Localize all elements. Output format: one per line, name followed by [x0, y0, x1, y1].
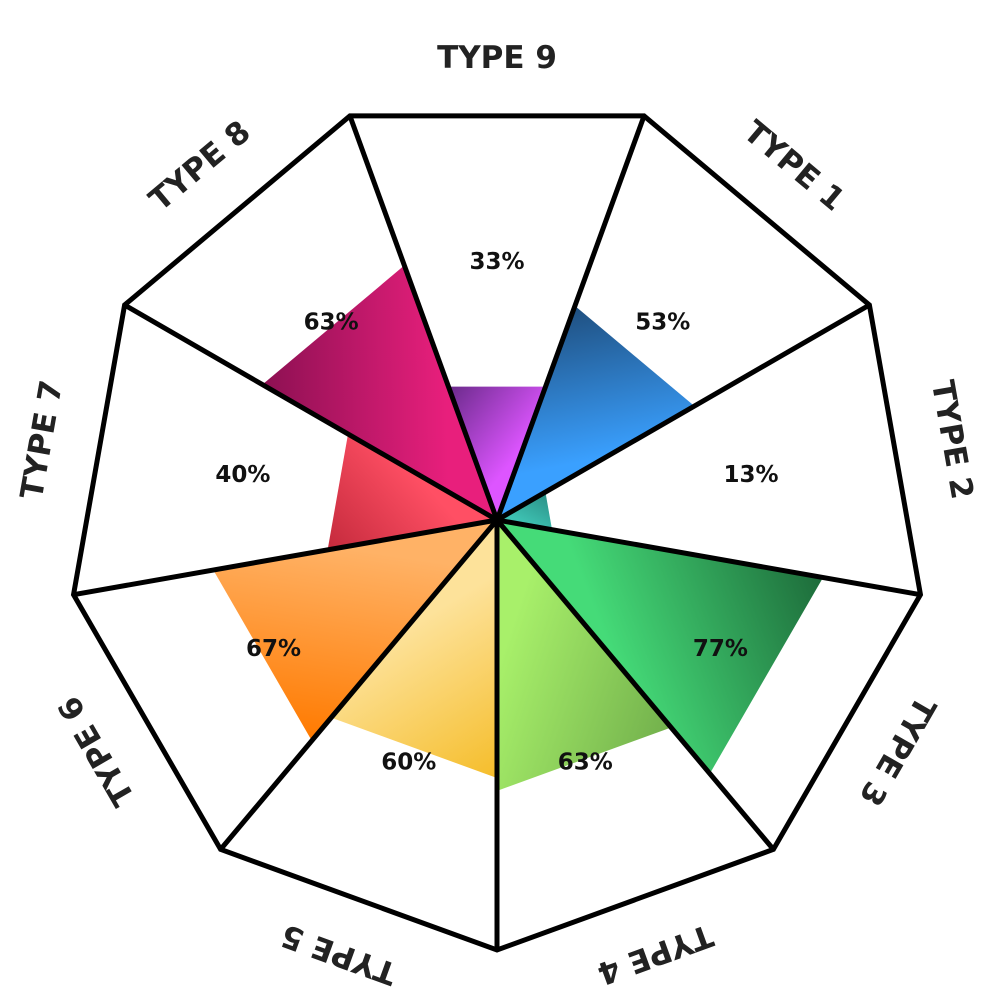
value-label-type-4: 63%: [558, 749, 613, 775]
value-fill-type-4: [497, 520, 672, 791]
outer-frame: [70, 113, 924, 953]
spoke-line-4: [495, 518, 776, 852]
value-fill-type-5: [331, 520, 497, 778]
type-label-type-7: TYPE 7: [14, 378, 70, 502]
value-label-type-6: 67%: [246, 636, 301, 662]
type-label-type-4: TYPE 4: [593, 917, 718, 992]
spoke-line-6: [218, 518, 499, 852]
type-label-type-6: TYPE 6: [51, 690, 142, 812]
value-label-layer: 53% 13% 77% 63% 60% 67% 40% 63% 33%: [215, 249, 778, 775]
value-fill-type-3: [497, 520, 824, 774]
spoke-line-8: [123, 302, 499, 523]
value-label-type-2: 13%: [724, 462, 779, 488]
value-fill-type-9: [448, 386, 546, 520]
spoke-line-1: [494, 115, 647, 521]
type-label-type-1: TYPE 1: [736, 114, 851, 219]
value-fill-type-7: [327, 434, 497, 550]
spoke-line-7: [73, 517, 498, 598]
value-fill-type-6: [213, 520, 497, 741]
type-label-type-3: TYPE 3: [852, 690, 943, 812]
value-label-type-8: 63%: [304, 309, 359, 335]
spoke-line-9: [347, 115, 500, 521]
type-label-type-2: TYPE 2: [924, 378, 980, 502]
value-label-type-1: 53%: [635, 309, 690, 335]
frame-layer: [70, 113, 924, 953]
value-label-type-9: 33%: [469, 249, 524, 275]
type-label-type-9: TYPE 9: [437, 40, 557, 76]
spoke-line-2: [495, 302, 871, 523]
value-label-type-3: 77%: [693, 636, 748, 662]
type-label-type-5: TYPE 5: [277, 917, 402, 992]
value-fill-type-1: [497, 305, 695, 520]
value-label-type-5: 60%: [381, 749, 436, 775]
value-fill-layer: [213, 265, 824, 791]
value-fill-type-8: [262, 265, 497, 520]
spoke-line-3: [496, 517, 921, 598]
value-label-type-7: 40%: [215, 462, 270, 488]
type-label-type-8: TYPE 8: [143, 114, 258, 219]
